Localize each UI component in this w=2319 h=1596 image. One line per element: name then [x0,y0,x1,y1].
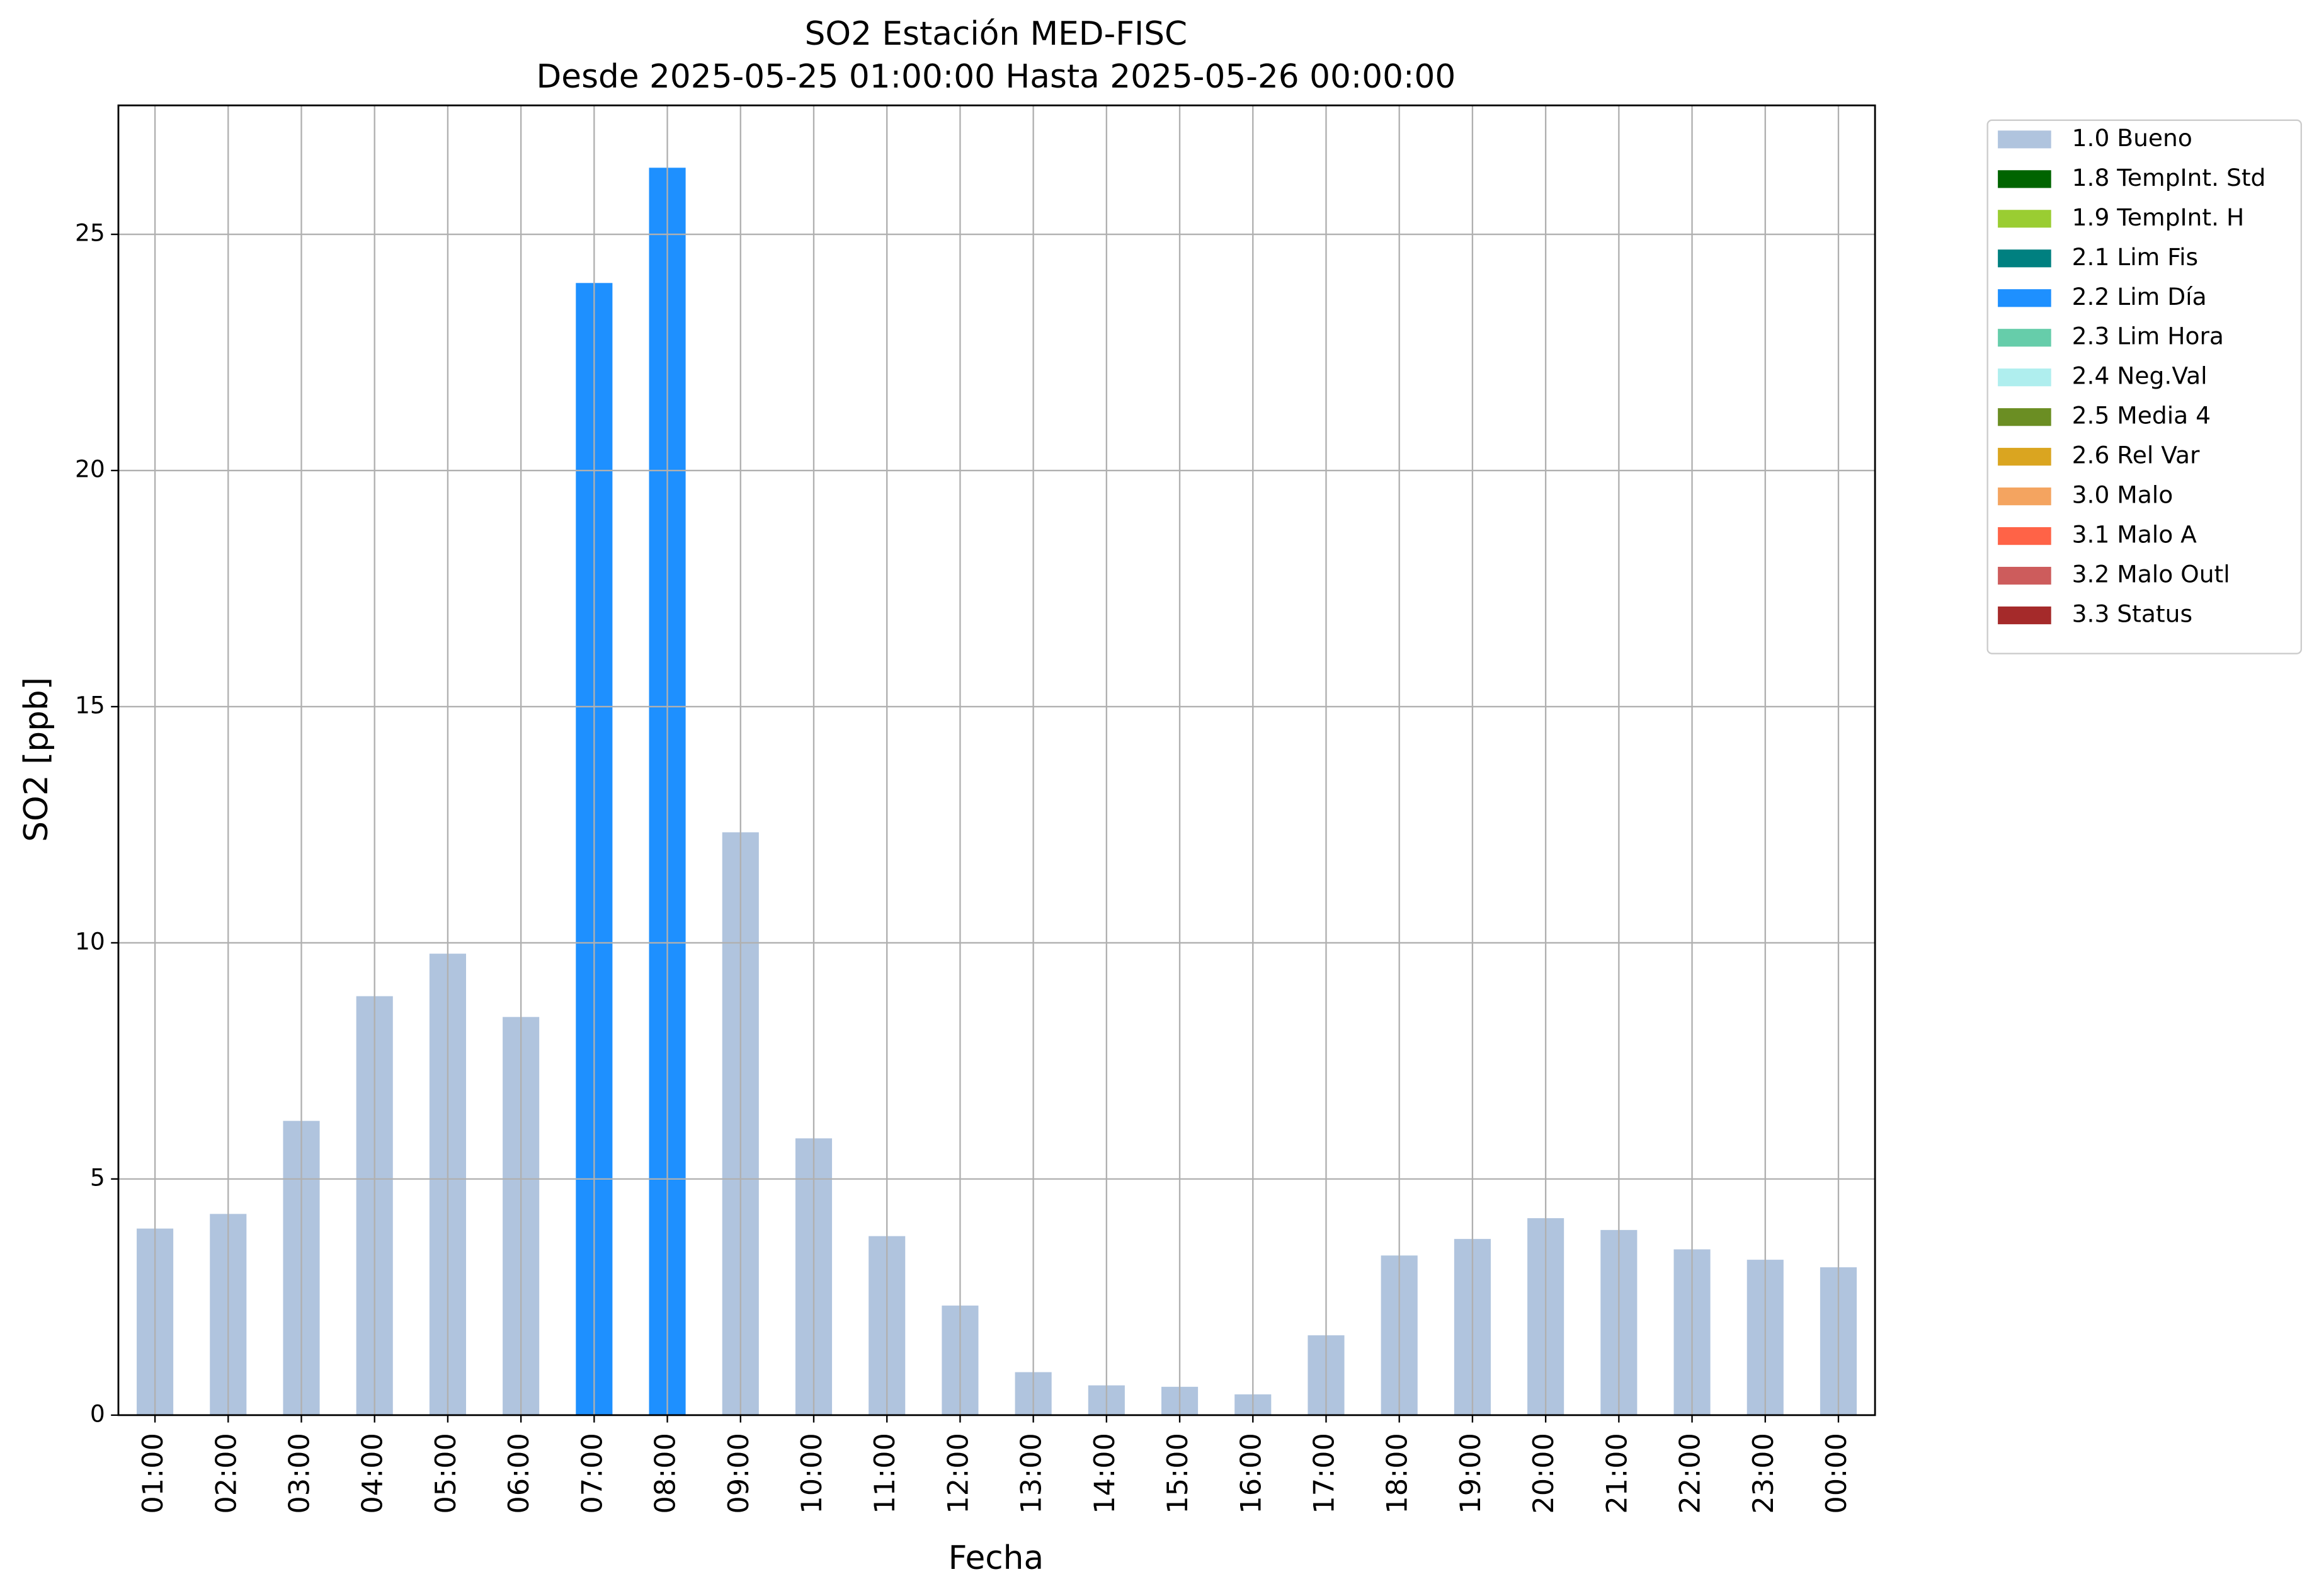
x-tick-label: 01:00 [137,1433,169,1514]
legend-label: 2.6 Rel Var [2072,442,2200,469]
x-tick-label: 04:00 [356,1433,389,1514]
x-tick-label: 19:00 [1454,1433,1487,1514]
legend-swatch [1998,170,2051,188]
x-tick-label: 06:00 [503,1433,535,1514]
x-tick-label: 12:00 [942,1433,974,1514]
x-tick-label: 22:00 [1674,1433,1707,1514]
x-tick-label: 21:00 [1600,1433,1633,1514]
legend-swatch [1998,448,2051,466]
legend-swatch [1998,527,2051,545]
x-tick-label: 09:00 [722,1433,755,1514]
legend-swatch [1998,210,2051,228]
legend-label: 2.3 Lim Hora [2072,322,2224,350]
legend-swatch [1998,606,2051,625]
legend-swatch [1998,249,2051,268]
legend-label: 2.4 Neg.Val [2072,362,2208,390]
legend-label: 3.1 Malo A [2072,521,2197,549]
x-tick-label: 03:00 [283,1433,316,1514]
y-tick-label: 20 [75,455,105,483]
y-tick-label: 5 [90,1163,105,1191]
legend-label: 3.0 Malo [2072,481,2174,509]
legend-label: 1.9 TempInt. H [2072,203,2245,231]
x-tick-label: 15:00 [1161,1433,1194,1514]
legend-label: 1.0 Bueno [2072,124,2192,152]
legend-swatch [1998,329,2051,347]
x-tick-label: 13:00 [1015,1433,1048,1514]
x-tick-label: 16:00 [1234,1433,1267,1514]
chart-title: SO2 Estación MED-FISC [805,15,1188,53]
legend-label: 2.2 Lim Día [2072,283,2207,311]
legend-label: 3.2 Malo Outl [2072,561,2230,588]
legend-label: 1.8 TempInt. Std [2072,164,2266,191]
y-tick-label: 25 [75,219,105,247]
legend-swatch [1998,566,2051,585]
plot-frame [117,104,1876,1416]
legend-swatch [1998,368,2051,387]
x-tick-label: 02:00 [210,1433,242,1514]
y-tick-label: 10 [75,927,105,955]
x-tick-label: 20:00 [1527,1433,1560,1514]
x-tick-label: 17:00 [1308,1433,1340,1514]
y-tick-label: 0 [90,1399,105,1427]
legend-label: 3.3 Status [2072,600,2192,628]
x-tick-label: 07:00 [576,1433,608,1514]
legend-swatch [1998,408,2051,426]
x-tick-label: 18:00 [1381,1433,1414,1514]
x-tick-label: 00:00 [1820,1433,1853,1514]
x-tick-label: 08:00 [649,1433,682,1514]
x-tick-label: 10:00 [795,1433,828,1514]
x-tick-label: 05:00 [430,1433,462,1514]
y-axis-label: SO2 [ppb] [18,677,55,842]
y-tick-label: 15 [75,691,105,719]
x-tick-label: 14:00 [1088,1433,1121,1514]
x-tick-label: 23:00 [1747,1433,1780,1514]
legend-swatch [1998,289,2051,307]
legend-label: 2.1 Lim Fis [2072,243,2199,271]
legend-swatch [1998,130,2051,149]
legend-box [1986,119,2302,654]
x-tick-label: 11:00 [869,1433,901,1514]
chart-subtitle: Desde 2025-05-25 01:00:00 Hasta 2025-05-… [536,58,1456,96]
x-axis-label: Fecha [949,1539,1044,1577]
legend-swatch [1998,487,2051,506]
legend-label: 2.5 Media 4 [2072,402,2211,430]
